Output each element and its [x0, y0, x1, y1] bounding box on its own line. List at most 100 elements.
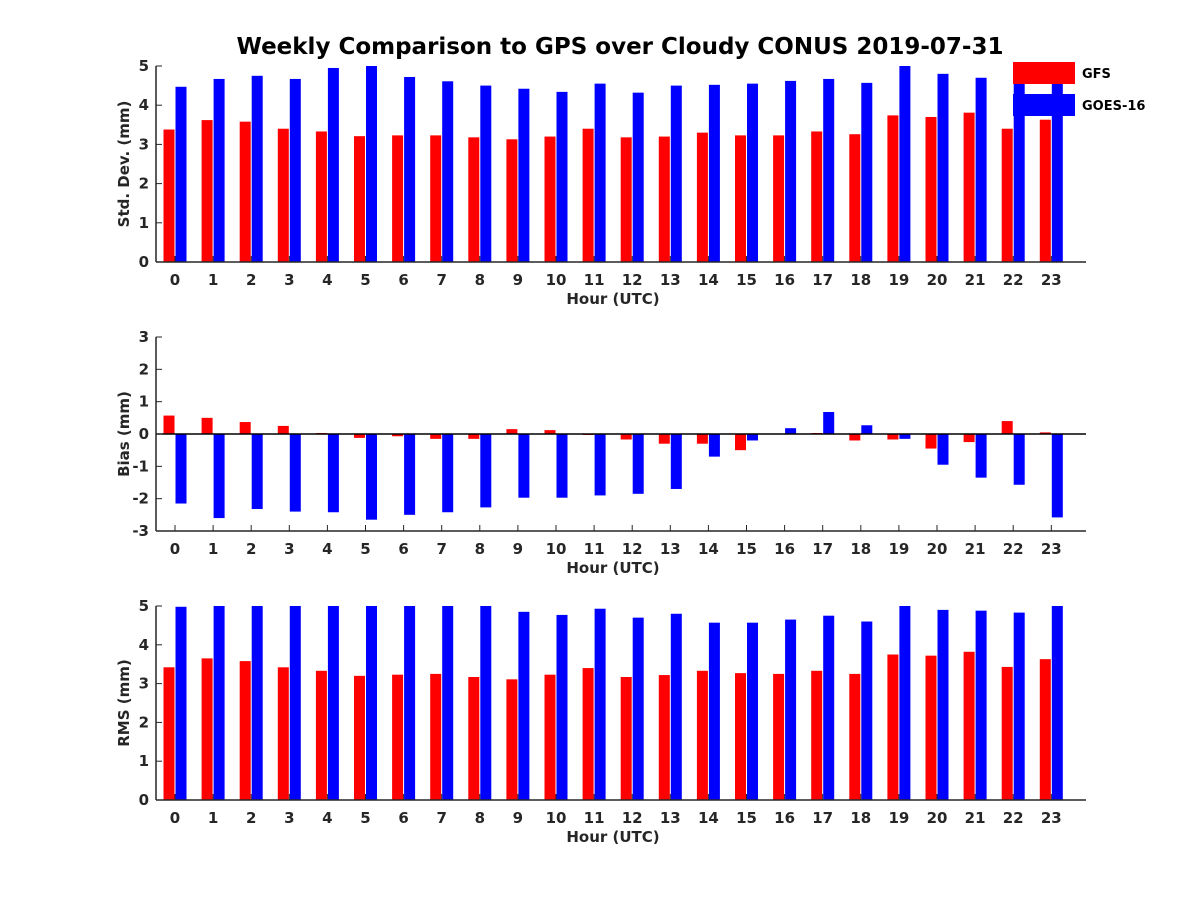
bar-goes-16-hour-18: [861, 82, 873, 262]
bar-gfs-hour-10: [544, 430, 556, 434]
bar-goes-16-hour-19: [899, 66, 911, 262]
bar-goes-16-hour-23: [1051, 434, 1063, 518]
x-tick-label: 23: [1041, 809, 1062, 827]
x-tick-label: 4: [322, 540, 332, 558]
bar-goes-16-hour-11: [594, 434, 606, 496]
bar-goes-16-hour-8: [480, 434, 492, 508]
x-tick-label: 18: [850, 809, 871, 827]
bar-goes-16-hour-6: [404, 434, 416, 515]
bar-gfs-hour-8: [468, 677, 480, 800]
x-tick-label: 20: [927, 809, 948, 827]
bar-goes-16-hour-22: [1013, 434, 1025, 485]
x-tick-label: 5: [360, 540, 370, 558]
bar-gfs-hour-10: [544, 136, 556, 262]
x-tick-label: 17: [812, 540, 833, 558]
x-tick-label: 0: [170, 540, 180, 558]
y-tick-label: 0: [139, 425, 149, 443]
x-tick-label: 22: [1003, 809, 1024, 827]
bar-goes-16-hour-15: [747, 434, 758, 441]
bar-goes-16-hour-21: [975, 77, 987, 262]
bar-gfs-hour-23: [1039, 432, 1051, 434]
bar-gfs-hour-21: [963, 112, 975, 263]
bar-gfs-hour-18: [849, 134, 861, 262]
y-tick-label: 2: [139, 713, 149, 731]
x-tick-label: 8: [475, 271, 485, 289]
bar-goes-16-hour-20: [937, 609, 949, 800]
y-tick-label: 3: [139, 675, 149, 693]
bar-goes-16-hour-2: [251, 434, 263, 510]
bar-goes-16-hour-1: [213, 606, 225, 800]
bar-gfs-hour-7: [430, 135, 442, 262]
bar-gfs-hour-12: [620, 137, 632, 262]
bar-goes-16-hour-22: [1013, 83, 1025, 262]
bar-gfs-hour-20: [925, 434, 937, 449]
bar-gfs-hour-4: [315, 131, 327, 262]
bar-gfs-hour-14: [696, 132, 708, 262]
bar-gfs-hour-23: [1039, 659, 1051, 800]
bar-goes-16-hour-6: [404, 606, 416, 800]
bar-gfs-hour-8: [468, 137, 480, 262]
x-tick-label: 12: [622, 809, 643, 827]
bar-goes-16-hour-16: [785, 619, 797, 800]
bar-gfs-hour-17: [811, 131, 823, 262]
bar-gfs-hour-22: [1001, 128, 1013, 262]
bar-goes-16-hour-12: [632, 617, 644, 800]
bar-gfs-hour-6: [392, 674, 404, 800]
x-tick-label: 16: [774, 540, 795, 558]
bar-goes-16-hour-9: [518, 88, 530, 263]
x-tick-label: 15: [736, 271, 757, 289]
x-tick-label: 12: [622, 540, 643, 558]
x-tick-label: 21: [965, 540, 986, 558]
x-tick-label: 19: [888, 809, 909, 827]
bar-gfs-hour-20: [925, 116, 937, 263]
bar-gfs-hour-13: [658, 434, 670, 444]
bar-gfs-hour-10: [544, 674, 556, 800]
x-tick-label: 2: [246, 809, 256, 827]
x-tick-label: 14: [698, 271, 719, 289]
x-tick-label: 7: [436, 540, 446, 558]
x-tick-label: 11: [584, 809, 605, 827]
bar-gfs-hour-0: [163, 667, 175, 800]
bar-goes-16-hour-17: [823, 78, 835, 262]
y-tick-label: 0: [139, 791, 149, 809]
bar-goes-16-hour-15: [747, 83, 758, 262]
x-tick-label: 22: [1003, 540, 1024, 558]
bar-gfs-hour-15: [735, 673, 746, 800]
bar-goes-16-hour-20: [937, 434, 949, 465]
bar-goes-16-hour-13: [670, 85, 682, 262]
y-tick-label: 3: [139, 135, 149, 153]
bar-goes-16-hour-16: [785, 428, 797, 434]
x-tick-label: 2: [246, 540, 256, 558]
bar-goes-16-hour-18: [861, 425, 873, 434]
bar-goes-16-hour-4: [327, 606, 339, 800]
x-tick-label: 5: [360, 809, 370, 827]
y-tick-label: 1: [139, 214, 149, 232]
x-tick-label: 2: [246, 271, 256, 289]
bar-goes-16-hour-1: [213, 434, 225, 519]
x-tick-label: 6: [398, 271, 408, 289]
bar-gfs-hour-15: [735, 434, 746, 451]
bar-goes-16-hour-1: [213, 78, 225, 262]
bar-goes-16-hour-10: [556, 91, 568, 263]
x-tick-label: 1: [208, 809, 218, 827]
bar-goes-16-hour-10: [556, 434, 568, 498]
y-tick-label: -2: [132, 490, 149, 508]
bar-gfs-hour-3: [277, 425, 289, 434]
x-tick-label: 13: [660, 271, 681, 289]
x-tick-label: 11: [584, 271, 605, 289]
bar-goes-16-hour-20: [937, 73, 949, 262]
x-tick-label: 0: [170, 809, 180, 827]
bar-gfs-hour-3: [277, 128, 289, 262]
bar-gfs-hour-16: [773, 673, 785, 800]
bar-gfs-hour-6: [392, 434, 404, 437]
bar-gfs-hour-18: [849, 673, 861, 800]
x-tick-label: 20: [927, 540, 948, 558]
y-tick-label: 1: [139, 393, 149, 411]
x-tick-label: 0: [170, 271, 180, 289]
bar-gfs-hour-12: [620, 434, 632, 440]
bar-gfs-hour-6: [392, 135, 404, 262]
chart-title: Weekly Comparison to GPS over Cloudy CON…: [237, 34, 1004, 60]
bar-gfs-hour-12: [620, 677, 632, 800]
